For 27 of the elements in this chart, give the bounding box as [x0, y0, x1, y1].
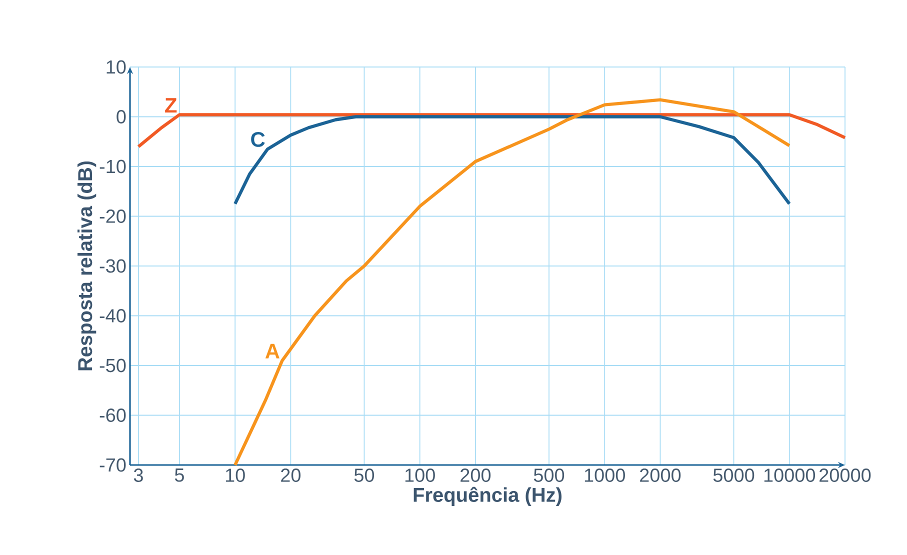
- y-tick-label: -20: [100, 210, 126, 223]
- series-label: C: [251, 132, 265, 147]
- y-tick-label: -50: [100, 358, 126, 372]
- x-tick-label: 200: [460, 468, 491, 482]
- y-tick-label: -30: [100, 259, 126, 273]
- x-tick-label: 5000: [713, 468, 754, 482]
- y-tick-label: -70: [100, 458, 126, 472]
- x-tick-label: 5: [174, 468, 184, 482]
- x-axis-title: Frequência (Hz): [414, 486, 562, 506]
- x-tick-label: 10: [226, 468, 245, 482]
- x-tick-label: 1000: [584, 468, 625, 482]
- series-label: Z: [165, 98, 177, 113]
- x-tick-label: 100: [405, 468, 435, 482]
- y-axis-title: Resposta relativa (dB): [78, 161, 96, 370]
- x-tick-label: 20: [281, 468, 301, 482]
- series-label: A: [265, 344, 280, 358]
- x-tick-label: 3: [134, 468, 143, 482]
- y-tick-label: -40: [100, 309, 126, 322]
- y-tick-label: -10: [100, 160, 126, 174]
- x-tick-label: 2000: [640, 468, 681, 482]
- x-tick-label: 500: [534, 468, 564, 482]
- y-tick-label: 0: [116, 110, 126, 124]
- x-tick-label: 10000: [764, 468, 816, 482]
- y-tick-label: -60: [100, 408, 126, 422]
- x-tick-label: 50: [354, 468, 374, 482]
- y-tick-label: 10: [106, 60, 126, 74]
- x-tick-label: 20000: [820, 468, 871, 482]
